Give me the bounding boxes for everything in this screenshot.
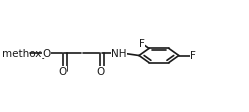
Text: O: O xyxy=(96,67,105,77)
Text: F: F xyxy=(190,51,196,61)
Text: O: O xyxy=(59,67,67,77)
Text: NH: NH xyxy=(111,49,127,59)
Text: F: F xyxy=(139,39,145,49)
Text: methoxy: methoxy xyxy=(2,49,47,59)
Text: O: O xyxy=(43,49,51,59)
